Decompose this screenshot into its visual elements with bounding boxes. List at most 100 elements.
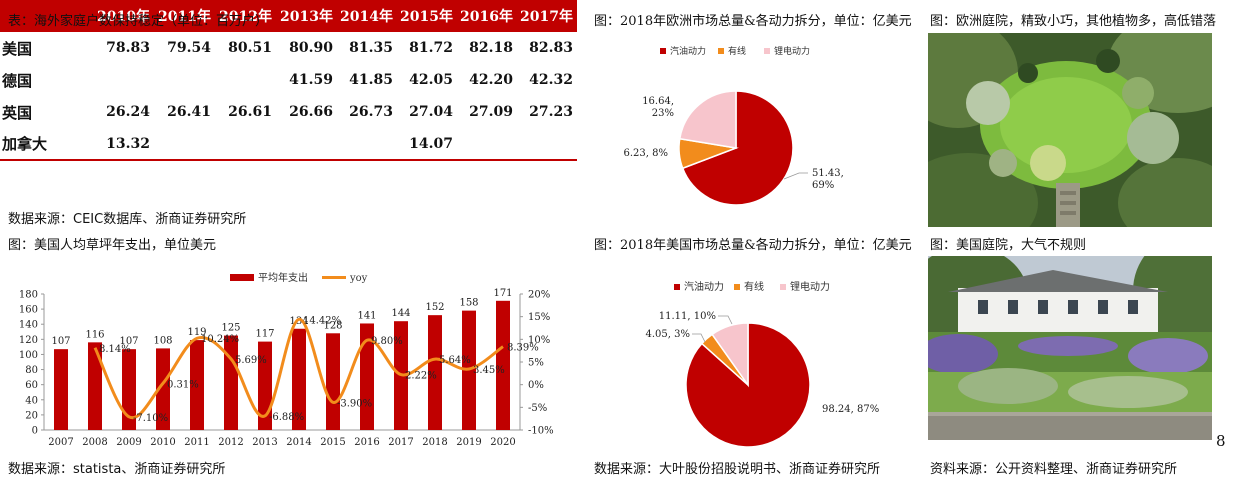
table-cell: 26.24 — [106, 104, 150, 120]
yoy-point-label: -7.10% — [133, 413, 168, 424]
table-row: 英国 26.24 26.41 26.61 26.66 26.73 27.04 2… — [0, 96, 577, 128]
legend-label: 平均年支出 — [258, 271, 308, 284]
table-header-cell: 2016年 — [457, 0, 517, 32]
legend-label: 有线 — [744, 280, 764, 293]
x-tick-label: 2015 — [320, 437, 345, 448]
yoy-point-label: 2.22% — [405, 371, 437, 382]
table-cell — [154, 128, 215, 161]
x-tick-label: 2011 — [184, 437, 209, 448]
table-cell — [276, 128, 337, 161]
x-tick-label: 2008 — [82, 437, 107, 448]
x-tick-label: 2012 — [218, 437, 243, 448]
x-tick-label: 2018 — [422, 437, 447, 448]
y2-tick-label: 20% — [528, 290, 550, 301]
bar-value-label: 116 — [85, 329, 104, 340]
table-cell — [337, 128, 397, 161]
bar-value-label: 107 — [51, 336, 70, 347]
table-cell — [517, 128, 577, 161]
table-header-cell: 2013年 — [276, 0, 337, 32]
bar — [292, 328, 306, 430]
pie-slice — [711, 322, 749, 388]
yoy-point-label: -6.88% — [269, 412, 304, 423]
table-corner-cell — [0, 0, 93, 32]
y-tick-label: 180 — [19, 290, 38, 301]
bar — [156, 348, 170, 430]
y-tick-label: 20 — [25, 410, 38, 421]
bar — [88, 342, 102, 430]
pie-value-label: 4.05, 3% — [646, 329, 691, 340]
legend-swatch — [734, 284, 740, 290]
yoy-point-label: -3.90% — [337, 398, 372, 409]
europe-pie-title: 图：2018年欧洲市场总量&各动力拆分，单位：亿美元 — [594, 14, 912, 29]
legend-label: 汽油动力 — [684, 280, 724, 293]
us-photo-caption: 图：美国庭院，大气不规则 — [930, 238, 1087, 253]
yoy-point-label: 10.24% — [201, 334, 239, 345]
y-tick-label: 0 — [32, 426, 38, 437]
table-cell: 14.07 — [397, 128, 457, 161]
y-tick-label: 100 — [19, 350, 38, 361]
bar-value-label: 108 — [153, 335, 172, 346]
pie-percent-label: 69% — [812, 180, 834, 191]
bar-value-label: 134 — [289, 316, 308, 327]
pie-source: 数据来源：大叶股份招股说明书、浙商证券研究所 — [594, 462, 881, 477]
table-cell — [215, 64, 276, 96]
legend-swatch — [660, 48, 666, 54]
y2-tick-label: 0% — [528, 380, 544, 391]
legend-label: 锂电动力 — [790, 280, 830, 293]
x-tick-label: 2010 — [150, 437, 175, 448]
us-pie-chart: 汽油动力 有线 锂电动力 98.24, 87% 4.05, 3% 11.11, 10% — [646, 280, 879, 448]
y-tick-label: 160 — [19, 305, 38, 316]
table-cell: 80.51 — [228, 40, 272, 56]
table-cell: 13.32 — [93, 128, 154, 161]
us-pie-title: 图：2018年美国市场总量&各动力拆分，单位：亿美元 — [594, 238, 912, 253]
table-cell: 82.83 — [529, 40, 573, 56]
row-name: 英国 — [2, 103, 33, 122]
pie-percent-label: 23% — [652, 108, 674, 119]
europe-photo-caption: 图：欧洲庭院，精致小巧，其他植物多，高低错落 — [930, 14, 1217, 29]
household-table: 2010年 2011年 2012年 2013年 2014年 2015年 2016… — [0, 0, 577, 161]
bar-value-label: 119 — [187, 327, 206, 338]
y-tick-label: 60 — [25, 380, 38, 391]
y-tick-label: 140 — [19, 320, 38, 331]
table-cell: 41.59 — [289, 72, 333, 88]
y2-tick-label: 5% — [528, 358, 544, 369]
table-header-cell: 2010年 — [93, 0, 154, 32]
bar-value-label: 152 — [425, 302, 444, 313]
yoy-point-label: 14.42% — [303, 315, 341, 326]
bar — [496, 300, 510, 430]
bar — [54, 349, 68, 430]
bar — [224, 335, 238, 430]
table-cell: 26.66 — [289, 104, 333, 120]
yoy-point-label: 3.45% — [473, 365, 505, 376]
table-cell: 81.35 — [349, 40, 393, 56]
x-tick-label: 2019 — [456, 437, 481, 448]
table-cell: 27.09 — [469, 104, 513, 120]
photo-source: 资料来源：公开资料整理、浙商证券研究所 — [930, 462, 1178, 477]
us-garden-photo — [928, 256, 1212, 440]
table-cell: 27.23 — [529, 104, 573, 120]
pie-value-label: 6.23, 8% — [624, 148, 669, 159]
bar-value-label: 171 — [493, 288, 512, 299]
pie-value-label: 98.24, 87% — [822, 404, 879, 415]
pie-value-label: 11.11, 10% — [659, 311, 716, 322]
y-tick-label: 120 — [19, 335, 38, 346]
legend-swatch — [780, 284, 786, 290]
yoy-point-label: 8.14% — [99, 344, 131, 355]
table-cell: 26.73 — [349, 104, 393, 120]
table-cell: 42.20 — [469, 72, 513, 88]
yoy-point-label: 9.80% — [371, 336, 403, 347]
table-caption: 表：海外家庭户数保持稳定（单位：百万户） — [8, 14, 269, 29]
table-row: 加拿大 13.32 14.07 — [0, 128, 577, 161]
bar — [326, 333, 340, 430]
legend-label: yoy — [349, 273, 368, 284]
table-cell: 82.18 — [469, 40, 513, 56]
table-cell: 41.85 — [349, 72, 393, 88]
y2-tick-label: -5% — [528, 403, 547, 414]
legend-swatch — [764, 48, 770, 54]
table-source: 数据来源：CEIC数据库、浙商证券研究所 — [8, 212, 247, 227]
table-cell: 78.83 — [106, 40, 150, 56]
x-tick-label: 2007 — [48, 437, 73, 448]
table-cell — [215, 128, 276, 161]
x-tick-label: 2020 — [490, 437, 515, 448]
table-cell: 81.72 — [409, 40, 453, 56]
